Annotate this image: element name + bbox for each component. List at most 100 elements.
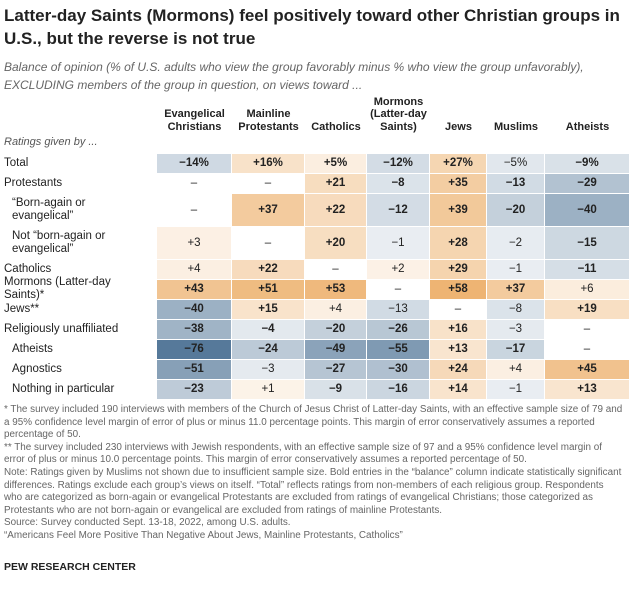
heatmap-cell: – [545, 319, 629, 339]
value-label: +4 [187, 263, 201, 275]
value-label: +16% [253, 157, 283, 169]
heatmap-cell: −76 [157, 339, 231, 359]
column-header: Evangelical Christians [164, 108, 225, 133]
value-label: +39 [448, 203, 468, 216]
value-label: +20 [325, 236, 346, 249]
heatmap-cell: −30 [367, 359, 429, 379]
value-label: −29 [577, 177, 597, 189]
row-label: “Born-again or evangelical” [12, 196, 86, 222]
value-label: −2 [508, 236, 523, 249]
value-label: −5% [503, 157, 528, 169]
value-label: −4 [261, 323, 275, 335]
chart-title: Latter-day Saints (Mormons) feel positiv… [4, 6, 620, 48]
value-label: +3 [187, 236, 201, 249]
value-label: −40 [184, 303, 204, 315]
value-label: −40 [577, 203, 597, 216]
value-label: −1 [508, 263, 523, 275]
heatmap-cell: +37 [487, 279, 544, 299]
heatmap-cell: −3 [487, 319, 544, 339]
heatmap-cell: +27% [430, 153, 486, 173]
heatmap-cell: −55 [367, 339, 429, 359]
value-label: – [583, 343, 591, 355]
heatmap-cell: −11 [545, 259, 629, 279]
value-label: −76 [184, 343, 204, 355]
column-header: Catholics [311, 120, 361, 133]
row-label: Mormons (Latter-day Saints)* [4, 276, 111, 301]
value-label: −15 [577, 236, 597, 249]
value-label: +58 [448, 283, 468, 295]
heatmap-cell: +28 [430, 226, 486, 259]
row-label: Atheists [12, 342, 53, 355]
value-label: −11 [577, 263, 597, 275]
heatmap-cell: +20 [305, 226, 366, 259]
value-label: −12 [388, 203, 408, 216]
column-header: Muslims [493, 120, 538, 133]
heatmap-cell: +6 [545, 279, 629, 299]
heatmap-cell: −17 [487, 339, 544, 359]
value-label: – [583, 323, 591, 335]
value-label: +53 [325, 283, 346, 295]
row-label: Not “born-again or evangelical” [12, 229, 106, 255]
note: Source: Survey conducted Sept. 13-18, 20… [4, 517, 291, 529]
value-label: +13 [448, 343, 468, 355]
value-label: +29 [448, 263, 468, 275]
value-label: +37 [258, 203, 278, 216]
heatmap-cell: +14 [430, 379, 486, 399]
heatmap-cell: +35 [430, 173, 486, 193]
heatmap-cell: −51 [157, 359, 231, 379]
heatmap-cell: −1 [487, 379, 544, 399]
value-label: −1 [508, 383, 523, 395]
heatmap-cell: +37 [232, 193, 304, 226]
heatmap-cell: +2 [367, 259, 429, 279]
value-label: – [394, 283, 402, 295]
heatmap-cell: +4 [157, 259, 231, 279]
credit: PEW RESEARCH CENTER [4, 561, 136, 573]
heatmap-cell: +13 [545, 379, 629, 399]
row-label: Jews** [4, 302, 40, 315]
value-label: +5% [323, 157, 348, 169]
heatmap-cell: −23 [157, 379, 231, 399]
row-header: Ratings given by ... [4, 136, 98, 148]
note: ** The survey included 230 interviews wi… [4, 441, 602, 466]
row-label: Protestants [4, 176, 63, 189]
row-label: Catholics [4, 262, 52, 275]
value-label: +28 [448, 236, 468, 249]
heatmap-cell: +3 [157, 226, 231, 259]
heatmap-cell: +22 [232, 259, 304, 279]
value-label: −17 [505, 343, 526, 355]
heatmap-cell: −14% [157, 153, 231, 173]
value-label: −24 [258, 343, 278, 355]
heatmap-cell: +13 [430, 339, 486, 359]
heatmap-cell: +24 [430, 359, 486, 379]
heatmap-cell: −16 [367, 379, 429, 399]
value-label: – [190, 177, 198, 189]
heatmap-cell: −3 [232, 359, 304, 379]
heatmap-cell: −40 [157, 299, 231, 319]
value-label: +19 [577, 303, 597, 315]
heatmap-cell: – [232, 173, 304, 193]
value-label: −9 [328, 383, 343, 395]
value-label: +21 [325, 177, 346, 189]
notes: * The survey included 190 interviews wit… [4, 404, 624, 543]
value-label: – [264, 177, 272, 189]
value-label: −3 [261, 363, 275, 375]
row-label: Agnostics [12, 362, 62, 375]
value-label: +35 [448, 177, 468, 189]
value-label: −30 [388, 363, 408, 375]
note: Note: Ratings given by Muslims not shown… [4, 466, 622, 516]
heatmap-cell: −4 [232, 319, 304, 339]
value-label: +16 [448, 323, 468, 335]
heatmap-cell: −9 [305, 379, 366, 399]
heatmap-cell: +39 [430, 193, 486, 226]
heatmap-cell: +43 [157, 279, 231, 299]
value-label: +24 [448, 363, 468, 375]
heatmap-cell: −1 [367, 226, 429, 259]
heatmap-cell: – [545, 339, 629, 359]
value-label: −8 [391, 177, 405, 189]
heatmap-cell: +22 [305, 193, 366, 226]
heatmap-cell: −12% [367, 153, 429, 173]
heatmap-cell: +4 [305, 299, 366, 319]
value-label: +51 [258, 283, 278, 295]
value-label: +43 [184, 283, 204, 295]
